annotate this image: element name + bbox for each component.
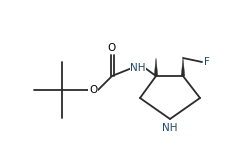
Text: NH: NH: [162, 123, 178, 133]
Text: O: O: [89, 85, 97, 95]
Polygon shape: [181, 58, 185, 76]
Text: O: O: [108, 43, 116, 53]
Polygon shape: [154, 58, 158, 76]
Text: F: F: [204, 57, 210, 67]
Text: NH: NH: [130, 63, 146, 73]
